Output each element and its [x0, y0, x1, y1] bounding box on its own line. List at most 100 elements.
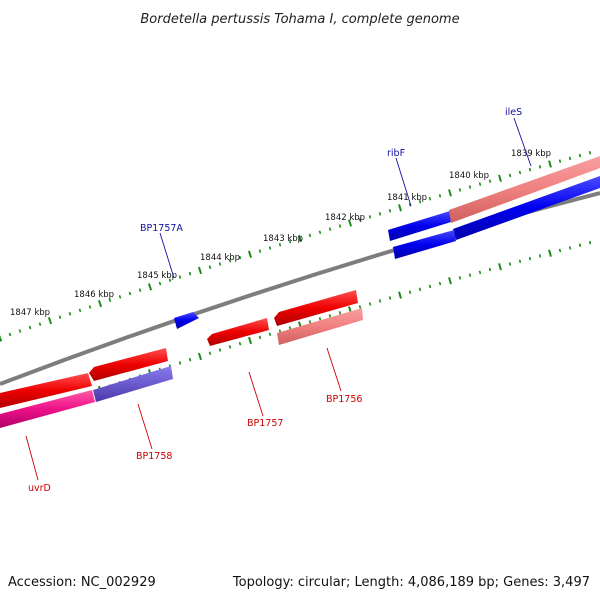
label-uvrD[interactable]: uvrD	[28, 483, 51, 494]
inner-scale-tick	[258, 335, 262, 340]
outer-scale-tick	[488, 179, 492, 183]
outer-scale-tick	[348, 219, 352, 227]
gene-BP1757A[interactable]	[174, 312, 199, 329]
label-ribF[interactable]: ribF	[387, 148, 405, 159]
outer-scale-tick	[358, 218, 362, 222]
outer-scale-tick	[168, 278, 172, 283]
gene-ileS-upper[interactable]	[449, 156, 600, 223]
inner-scale-tick	[498, 263, 502, 271]
forward-strand-genes	[174, 156, 600, 329]
outer-scale-tick	[468, 185, 472, 189]
leader-BP1758	[137, 403, 153, 450]
outer-scale-tick	[78, 308, 82, 313]
map-title: Bordetella pertussis Tohama I, complete …	[140, 12, 459, 27]
inner-scale-tick	[488, 267, 492, 272]
outer-scale-tick	[388, 209, 392, 213]
outer-scale-tick	[428, 197, 432, 201]
scale-label-1840: 1840 kbp	[449, 171, 489, 181]
gene-uvrD-upper[interactable]	[0, 373, 92, 408]
outer-scale-tick	[508, 173, 512, 178]
outer-scale-tick	[568, 156, 572, 161]
gene-labels: ileS ribF BP1757A BP1756 BP1757 BP1758 u…	[28, 107, 522, 494]
topology-text: Topology: circular; Length: 4,086,189 bp…	[232, 575, 590, 590]
outer-scale-tick	[498, 174, 502, 182]
gene-BP1756-upper[interactable]	[274, 290, 358, 326]
gene-BP1756[interactable]	[277, 308, 363, 345]
outer-scale-tick	[28, 325, 32, 330]
inner-scale-tick	[458, 276, 462, 280]
label-BP1758[interactable]: BP1758	[136, 451, 172, 462]
gene-ribF[interactable]	[388, 211, 451, 241]
inner-scale-tick	[558, 248, 562, 253]
outer-scale-tick	[528, 167, 532, 172]
inner-scale-tick	[238, 341, 242, 346]
gene-ribF-lower[interactable]	[393, 230, 456, 259]
inner-scale-tick	[578, 243, 582, 247]
outer-scale-tick	[588, 151, 592, 155]
gene-uvrD[interactable]	[0, 390, 95, 428]
inner-scale-tick	[328, 314, 332, 318]
inner-scale-tick	[538, 254, 542, 258]
outer-scale-tick	[118, 295, 122, 299]
inner-scale-tick	[398, 291, 402, 299]
outer-scale-tick	[247, 250, 253, 258]
leader-BP1757	[248, 371, 264, 417]
outer-scale-tick	[68, 312, 72, 316]
leader-BP1756	[326, 347, 342, 392]
outer-scale-tick	[228, 258, 232, 263]
outer-scale-tick	[8, 332, 12, 337]
inner-scale-tick	[368, 302, 372, 306]
inner-scale-tick	[308, 320, 312, 324]
outer-scale-tick	[458, 188, 462, 192]
outer-scale-tick	[288, 239, 292, 244]
outer-scale-tick	[328, 227, 332, 231]
scale-label-1842: 1842 kbp	[325, 213, 365, 223]
inner-scale-tick	[188, 357, 192, 362]
outer-scale-tick	[578, 153, 582, 158]
outer-scale-tick	[88, 305, 92, 309]
inner-scale-tick	[338, 311, 342, 315]
scale-labels: 1839 kbp 1840 kbp 1841 kbp 1842 kbp 1843…	[10, 149, 551, 318]
inner-scale-tick	[508, 262, 512, 266]
gene-leader-lines	[25, 117, 532, 481]
outer-scale-tick	[238, 255, 242, 260]
outer-scale-tick	[548, 160, 552, 168]
label-BP1756[interactable]: BP1756	[326, 394, 362, 405]
inner-scale-tick	[478, 270, 482, 275]
inner-scale-tick	[228, 345, 232, 349]
inner-scale-tick	[388, 296, 392, 300]
inner-scale-tick	[548, 249, 552, 257]
outer-scale-tick	[297, 234, 303, 243]
label-BP1757[interactable]: BP1757	[247, 418, 283, 429]
gene-BP1758-upper[interactable]	[89, 348, 168, 381]
inner-scale-tick	[568, 246, 572, 250]
label-BP1757A[interactable]: BP1757A	[140, 223, 183, 234]
outer-scale-tick	[47, 317, 53, 325]
inner-scale-tick	[247, 336, 253, 345]
accession-text: Accession: NC_002929	[8, 575, 156, 590]
gene-BP1757[interactable]	[207, 318, 269, 346]
inner-scale-tick	[197, 352, 203, 361]
inner-scale-tick	[358, 305, 362, 309]
outer-scale-tick	[448, 189, 452, 197]
inner-scale-tick	[378, 299, 382, 303]
inner-scale-tick	[438, 281, 442, 286]
inner-scale-tick	[588, 240, 592, 245]
outer-scale-ring	[0, 151, 592, 342]
outer-scale-tick	[538, 165, 542, 169]
inner-scale-tick	[178, 361, 182, 365]
label-ileS[interactable]: ileS	[505, 107, 522, 118]
outer-scale-tick	[408, 203, 412, 207]
scale-label-1844: 1844 kbp	[200, 253, 240, 263]
leader-ribF	[395, 157, 412, 207]
inner-scale-tick	[318, 317, 322, 321]
leader-uvrD	[25, 435, 39, 481]
inner-scale-tick	[408, 290, 412, 294]
outer-scale-tick	[178, 275, 182, 279]
gene-ileS[interactable]	[453, 176, 600, 240]
gene-BP1758[interactable]	[93, 366, 173, 402]
outer-scale-tick	[97, 299, 103, 308]
outer-scale-tick	[398, 204, 402, 212]
outer-scale-tick	[108, 298, 112, 303]
outer-scale-tick	[58, 315, 62, 319]
